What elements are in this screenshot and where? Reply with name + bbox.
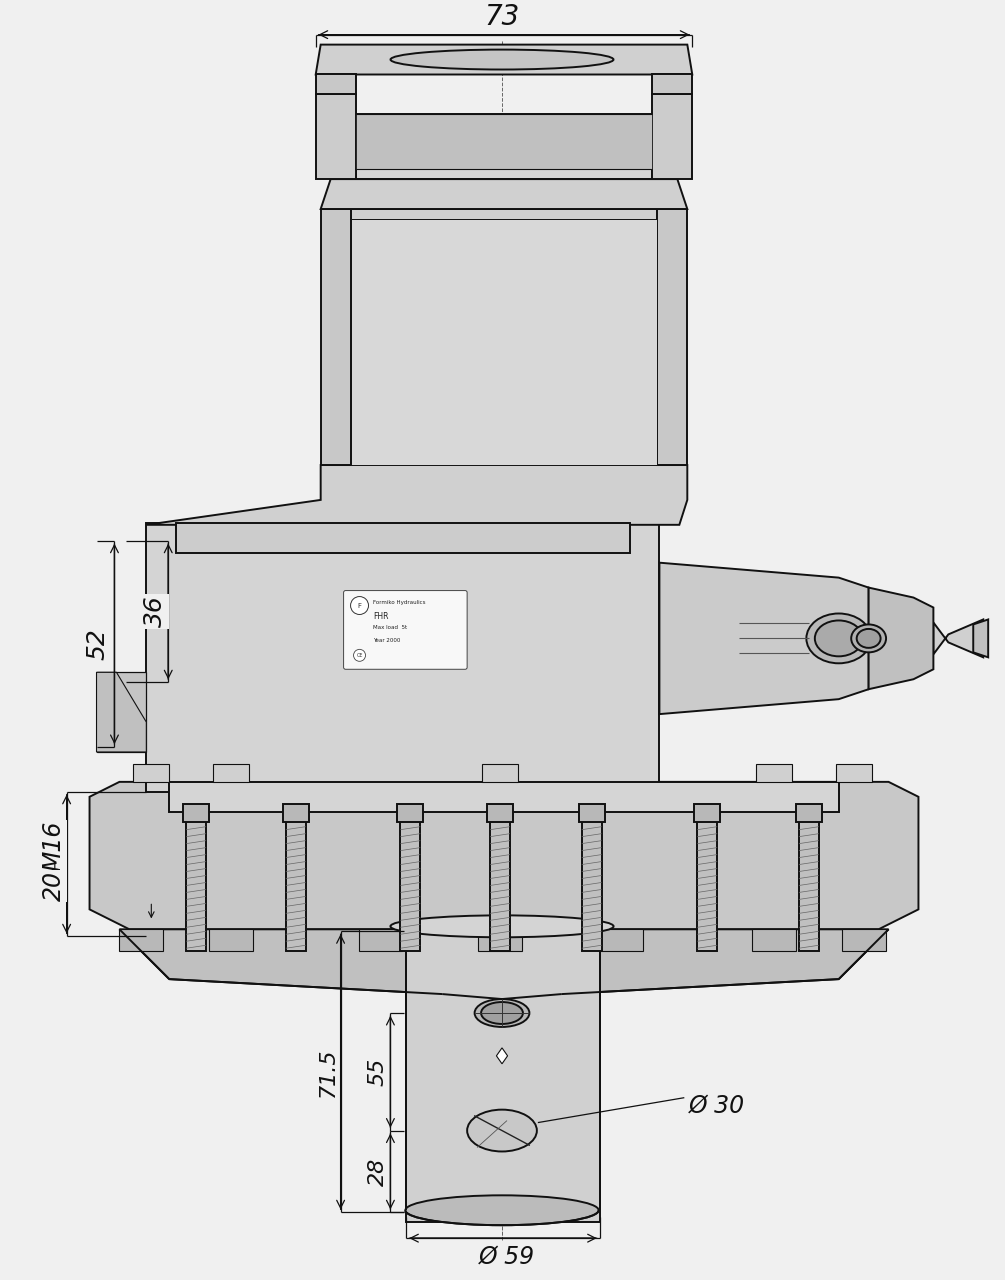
Polygon shape — [659, 563, 868, 714]
Ellipse shape — [851, 625, 886, 653]
Polygon shape — [496, 1048, 508, 1064]
Polygon shape — [356, 114, 652, 169]
Text: Year 2000: Year 2000 — [374, 639, 401, 644]
Polygon shape — [406, 927, 600, 1222]
Polygon shape — [356, 114, 652, 179]
Ellipse shape — [806, 613, 871, 663]
Polygon shape — [600, 929, 643, 951]
Bar — [285, 812, 306, 951]
Text: 55: 55 — [368, 1057, 388, 1085]
Polygon shape — [836, 764, 871, 782]
Bar — [397, 804, 423, 822]
Polygon shape — [756, 764, 792, 782]
Text: Ø 59: Ø 59 — [479, 1244, 535, 1268]
Polygon shape — [482, 764, 518, 782]
Text: 36: 36 — [144, 595, 167, 627]
Bar — [796, 804, 822, 822]
Polygon shape — [169, 782, 839, 812]
Polygon shape — [752, 929, 796, 951]
Text: F: F — [358, 603, 362, 608]
Polygon shape — [147, 209, 687, 525]
Polygon shape — [842, 929, 885, 951]
Text: Formiko Hydraulics: Formiko Hydraulics — [374, 599, 426, 604]
Ellipse shape — [391, 50, 613, 69]
Polygon shape — [147, 522, 659, 792]
Ellipse shape — [390, 915, 614, 937]
Text: M16: M16 — [41, 820, 65, 872]
Text: Ø 30: Ø 30 — [689, 1093, 746, 1117]
Polygon shape — [209, 929, 253, 951]
Text: CE: CE — [357, 653, 363, 658]
Polygon shape — [89, 782, 919, 929]
Ellipse shape — [856, 628, 880, 648]
Ellipse shape — [467, 1110, 537, 1152]
FancyBboxPatch shape — [344, 590, 467, 669]
Ellipse shape — [481, 1002, 523, 1024]
Polygon shape — [96, 672, 147, 751]
Text: 71.5: 71.5 — [318, 1047, 338, 1097]
Polygon shape — [868, 588, 934, 689]
Polygon shape — [120, 929, 163, 951]
Text: ↓: ↓ — [48, 861, 59, 876]
Polygon shape — [176, 522, 629, 553]
Text: 52: 52 — [85, 628, 110, 659]
Polygon shape — [652, 74, 692, 95]
Bar — [183, 804, 209, 822]
Polygon shape — [213, 764, 249, 782]
Bar — [697, 812, 718, 951]
Polygon shape — [120, 929, 888, 1000]
Bar — [490, 812, 510, 951]
Text: 20: 20 — [41, 870, 65, 901]
Text: 28: 28 — [368, 1157, 388, 1185]
Bar — [282, 804, 309, 822]
Bar — [694, 804, 721, 822]
Polygon shape — [359, 929, 402, 951]
Text: FHR: FHR — [374, 613, 389, 622]
Polygon shape — [134, 764, 169, 782]
Text: Max load  5t: Max load 5t — [374, 626, 408, 631]
Bar — [400, 812, 420, 951]
Polygon shape — [657, 209, 687, 465]
Bar — [487, 804, 513, 822]
Polygon shape — [478, 929, 522, 951]
Polygon shape — [316, 74, 356, 95]
Polygon shape — [321, 179, 687, 209]
Polygon shape — [934, 620, 983, 658]
Polygon shape — [652, 95, 692, 179]
Bar — [186, 812, 206, 951]
Bar — [579, 804, 605, 822]
Polygon shape — [351, 219, 657, 465]
Polygon shape — [316, 95, 356, 179]
Polygon shape — [321, 209, 351, 465]
Ellipse shape — [815, 621, 862, 657]
Polygon shape — [96, 672, 147, 751]
Circle shape — [351, 596, 369, 614]
Ellipse shape — [474, 1000, 530, 1027]
Bar — [799, 812, 819, 951]
Polygon shape — [316, 45, 692, 74]
Ellipse shape — [405, 1196, 599, 1225]
Polygon shape — [973, 620, 988, 658]
Bar — [582, 812, 602, 951]
Text: 73: 73 — [484, 3, 520, 31]
Circle shape — [354, 649, 366, 662]
